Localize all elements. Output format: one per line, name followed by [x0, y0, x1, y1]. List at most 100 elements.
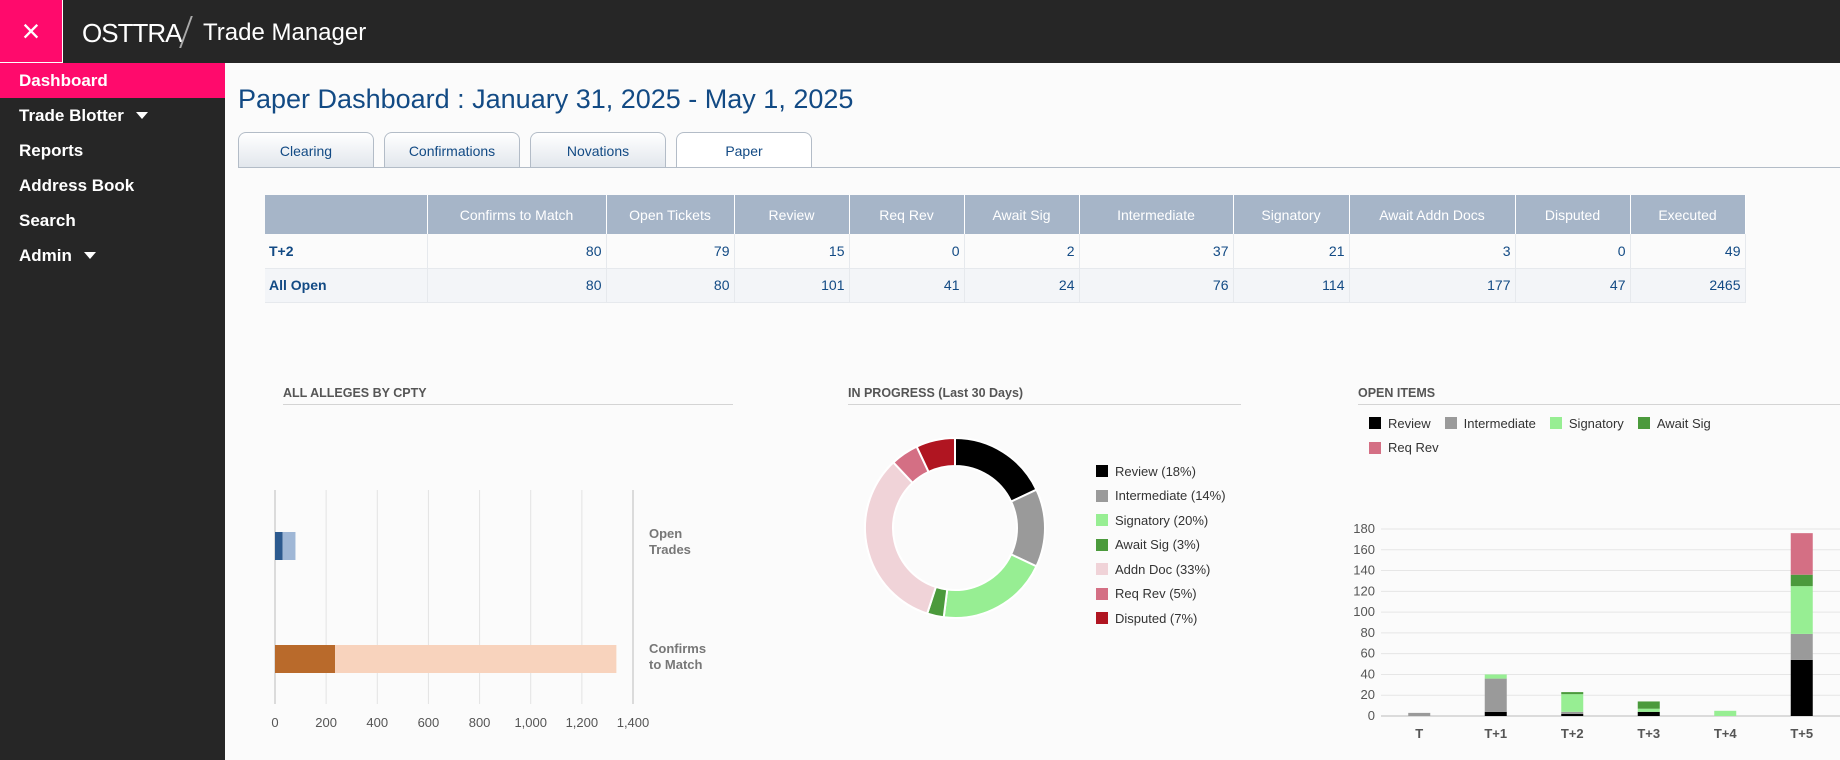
legend-label: Disputed (7%): [1115, 610, 1198, 626]
bar-segment-review-t-5: [1790, 659, 1813, 716]
sidebar-item-admin[interactable]: Admin: [0, 238, 225, 273]
sidebar-item-label: Address Book: [19, 175, 135, 195]
legend-label: Signatory (20%): [1115, 512, 1209, 528]
legend-swatch: [1096, 465, 1108, 478]
table-cell[interactable]: 80: [427, 234, 607, 269]
x-tick-label: T+4: [1714, 726, 1738, 741]
category-label: Trades: [649, 542, 691, 557]
legend-item[interactable]: Req Rev (5%): [1096, 582, 1226, 607]
x-tick-label: 1,400: [617, 715, 650, 730]
legend-item-signatory[interactable]: Signatory: [1549, 411, 1624, 436]
bar-segment-confirms-to-match-0: [275, 645, 336, 673]
column-header: Await Sig: [964, 195, 1080, 234]
legend-label: Intermediate: [1463, 415, 1536, 431]
table-cell[interactable]: 41: [849, 268, 965, 303]
alleges-chart-title: ALL ALLEGES BY CPTY: [283, 386, 733, 405]
table-cell[interactable]: 0: [849, 234, 965, 269]
bar-segment-review-t-3: [1637, 711, 1660, 716]
table-cell[interactable]: 80: [427, 268, 607, 303]
tab-novations[interactable]: Novations: [530, 132, 666, 168]
column-header: Confirms to Match: [427, 195, 607, 234]
table-cell[interactable]: 80: [606, 268, 735, 303]
x-tick-label: 400: [366, 715, 388, 730]
table-cell[interactable]: 37: [1079, 234, 1234, 269]
x-tick-label: 200: [315, 715, 337, 730]
tab-confirmations[interactable]: Confirmations: [384, 132, 520, 168]
x-tick-label: T+3: [1637, 726, 1660, 741]
close-icon[interactable]: ×: [0, 0, 63, 63]
row-label[interactable]: T+2: [265, 234, 428, 269]
app-title: Trade Manager: [203, 19, 367, 46]
tab-bar: Clearing Confirmations Novations Paper: [238, 132, 812, 168]
legend-item-req-rev[interactable]: Req Rev: [1369, 436, 1439, 461]
donut-slice-signatory-20: [942, 553, 1038, 619]
sidebar-item-trade-blotter[interactable]: Trade Blotter: [0, 98, 225, 133]
table-cell[interactable]: 114: [1233, 268, 1350, 303]
legend-item[interactable]: Disputed (7%): [1096, 606, 1226, 631]
legend-swatch: [1096, 514, 1108, 527]
y-tick-label: 80: [1361, 625, 1375, 640]
legend-swatch: [1444, 417, 1457, 430]
row-label[interactable]: All Open: [265, 268, 428, 303]
bar-segment-signatory-t-4: [1714, 710, 1737, 716]
bar-segment-intermediate-t: [1408, 712, 1431, 716]
column-header: [265, 195, 428, 234]
legend-item-intermediate[interactable]: Intermediate: [1444, 411, 1536, 436]
table-cell[interactable]: 3: [1349, 234, 1516, 269]
sidebar-item-search[interactable]: Search: [0, 203, 225, 238]
x-tick-label: 1,200: [566, 715, 599, 730]
table-cell[interactable]: 0: [1515, 234, 1631, 269]
legend-item[interactable]: Await Sig (3%): [1096, 533, 1226, 558]
bar-segment-intermediate-t-1: [1484, 678, 1507, 712]
table-cell[interactable]: 79: [606, 234, 735, 269]
legend-item-await-sig[interactable]: Await Sig: [1637, 411, 1711, 436]
x-tick-label: T+2: [1561, 726, 1584, 741]
legend-swatch: [1637, 417, 1650, 430]
table-cell[interactable]: 21: [1233, 234, 1350, 269]
y-tick-label: 160: [1353, 542, 1375, 557]
sidebar-item-label: Trade Blotter: [19, 105, 124, 125]
tab-paper[interactable]: Paper: [676, 132, 812, 168]
column-header: Review: [734, 195, 850, 234]
x-tick-label: 600: [418, 715, 440, 730]
table-cell[interactable]: 15: [734, 234, 850, 269]
sidebar-item-dashboard[interactable]: Dashboard: [0, 63, 225, 98]
table-cell[interactable]: 49: [1630, 234, 1746, 269]
legend-item-review[interactable]: Review: [1369, 411, 1431, 436]
legend-item[interactable]: Addn Doc (33%): [1096, 557, 1226, 582]
y-tick-label: 120: [1353, 583, 1375, 598]
bar-segment-open-trades-0: [275, 532, 283, 560]
donut-legend: Review (18%) Intermediate (14%) Signatory …: [1096, 459, 1226, 631]
column-header: Await Addn Docs: [1349, 195, 1516, 234]
bar-segment-review-t-1: [1484, 711, 1507, 716]
page-title: Paper Dashboard : January 31, 2025 - May…: [238, 84, 854, 114]
table-cell[interactable]: 47: [1515, 268, 1631, 303]
sidebar-item-address-book[interactable]: Address Book: [0, 168, 225, 203]
table-cell[interactable]: 177: [1349, 268, 1516, 303]
legend-item[interactable]: Intermediate (14%): [1096, 484, 1226, 509]
table-cell[interactable]: 24: [964, 268, 1080, 303]
table-cell[interactable]: 2465: [1630, 268, 1746, 303]
x-tick-label: 800: [469, 715, 491, 730]
x-tick-label: 1,000: [514, 715, 547, 730]
legend-item[interactable]: Signatory (20%): [1096, 508, 1226, 533]
column-header: Intermediate: [1079, 195, 1234, 234]
caret-down-icon: [83, 252, 96, 259]
tab-clearing[interactable]: Clearing: [238, 132, 374, 168]
legend-swatch: [1369, 417, 1381, 430]
category-label: to Match: [649, 657, 703, 672]
sidebar-item-label: Search: [19, 210, 76, 230]
sidebar-item-reports[interactable]: Reports: [0, 133, 225, 168]
legend-label: Await Sig (3%): [1115, 537, 1201, 553]
legend-label: Review (18%): [1115, 463, 1196, 479]
sidebar-item-label: Reports: [19, 140, 84, 160]
donut-slice-intermediate-14: [1009, 488, 1046, 568]
column-header: Executed: [1630, 195, 1746, 234]
legend-swatch: [1549, 417, 1562, 430]
table-cell[interactable]: 76: [1079, 268, 1234, 303]
table-cell[interactable]: 2: [964, 234, 1080, 269]
table-cell[interactable]: 101: [734, 268, 850, 303]
bar-segment-open-trades-1: [282, 532, 296, 560]
legend-item[interactable]: Review (18%): [1096, 459, 1226, 484]
